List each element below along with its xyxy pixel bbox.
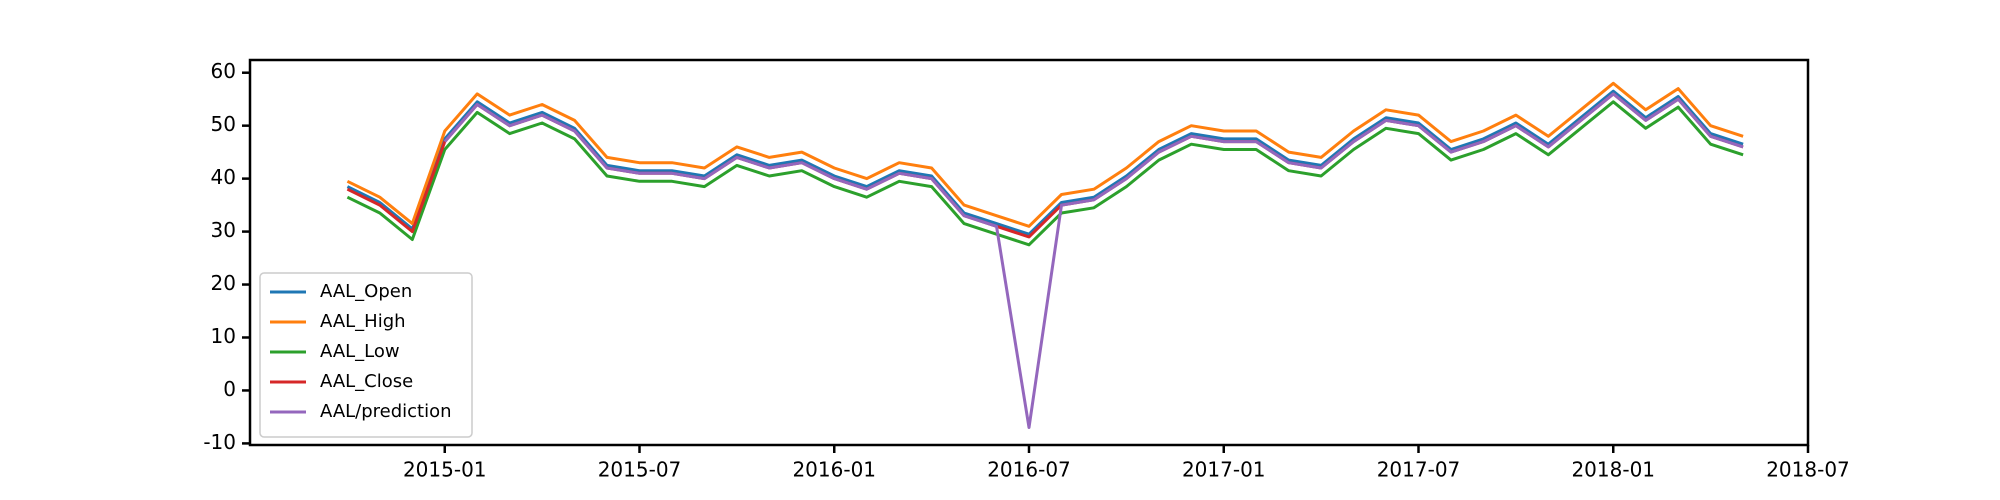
y-tick-label: 10 bbox=[211, 324, 236, 348]
legend-label: AAL_High bbox=[320, 311, 406, 332]
y-tick-label: -10 bbox=[203, 430, 236, 454]
y-tick-label: 40 bbox=[211, 165, 236, 189]
plot-frame bbox=[248, 58, 1810, 447]
legend: AAL_Open AAL_High AAL_Low AAL_Close AAL/pred… bbox=[259, 272, 473, 438]
x-tick-label: 2015-07 bbox=[598, 458, 682, 482]
x-tick-label: 2016-07 bbox=[987, 458, 1071, 482]
legend-label: AAL_Close bbox=[320, 371, 413, 392]
legend-label: AAL_Low bbox=[320, 341, 400, 362]
legend-label: AAL/prediction bbox=[320, 401, 452, 422]
x-tick-label: 2018-01 bbox=[1571, 458, 1655, 482]
x-tick-label: 2017-01 bbox=[1182, 458, 1266, 482]
y-tick-label: 0 bbox=[223, 377, 236, 401]
series-line bbox=[346, 81, 1744, 228]
legend-box bbox=[259, 272, 473, 438]
series-line bbox=[346, 92, 1744, 239]
series-line bbox=[346, 89, 1744, 236]
x-tick-label: 2018-07 bbox=[1766, 458, 1850, 482]
series-line bbox=[443, 92, 1744, 429]
y-tick-label: 20 bbox=[211, 271, 236, 295]
x-tick-label: 2017-07 bbox=[1377, 458, 1461, 482]
x-tick-label: 2016-01 bbox=[792, 458, 876, 482]
x-tick-label: 2015-01 bbox=[403, 458, 487, 482]
y-tick-label: 50 bbox=[211, 112, 236, 136]
series-line bbox=[346, 100, 1744, 247]
y-tick-label: 60 bbox=[211, 59, 236, 83]
legend-label: AAL_Open bbox=[320, 281, 412, 302]
y-tick-label: 30 bbox=[211, 218, 236, 242]
